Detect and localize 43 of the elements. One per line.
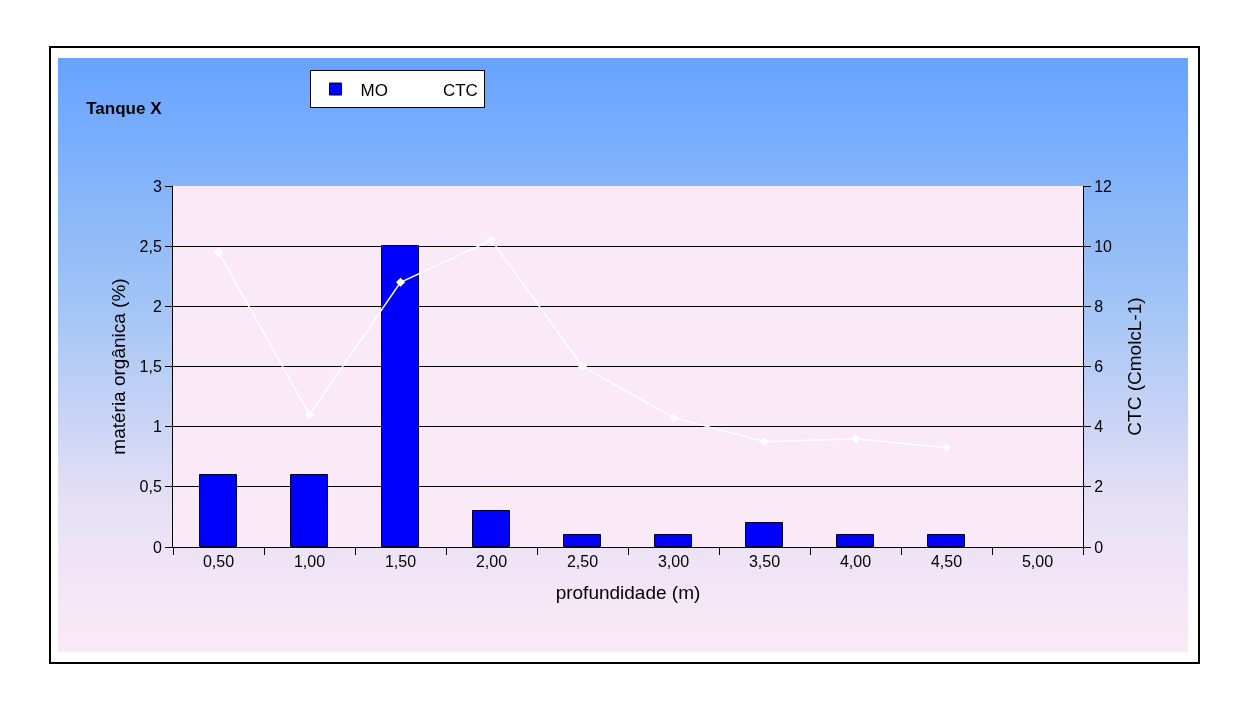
y2-tick-label: 12 bbox=[1094, 177, 1113, 195]
y-tick-label: 2 bbox=[152, 297, 162, 315]
bar bbox=[472, 510, 510, 547]
bar bbox=[290, 474, 328, 547]
x-tick-label: 2,00 bbox=[475, 553, 508, 571]
y2-axis-title: CTC (CmolcL-1) bbox=[1123, 297, 1145, 436]
x-axis-title: profundidade (m) bbox=[555, 582, 701, 603]
y2-tick-label: 6 bbox=[1094, 358, 1104, 376]
y-tick-label: 1,5 bbox=[139, 358, 162, 376]
point bbox=[395, 277, 406, 287]
y-axis-title: matéria orgânica (%) bbox=[108, 278, 129, 455]
y-tick-label: 0 bbox=[152, 538, 162, 556]
bar bbox=[563, 534, 601, 547]
x-tick-label: 4,00 bbox=[839, 553, 872, 571]
point bbox=[486, 235, 497, 245]
point bbox=[213, 247, 224, 257]
y-tick-label: 0,5 bbox=[139, 478, 162, 496]
y2-tick-label: 10 bbox=[1094, 237, 1113, 255]
x-tick-label: 3,50 bbox=[748, 553, 781, 571]
chart-title: Tanque X bbox=[86, 99, 163, 119]
x-tick-label: 1,00 bbox=[293, 553, 326, 571]
x-tick-label: 4,50 bbox=[930, 553, 963, 571]
y2-tick-label: 0 bbox=[1094, 538, 1104, 556]
bar bbox=[654, 534, 692, 547]
x-tick-label: 0,50 bbox=[202, 553, 235, 571]
legend-label: MO bbox=[360, 80, 388, 100]
y-tick-label: 1 bbox=[152, 418, 162, 436]
y-tick-label: 3 bbox=[152, 177, 162, 195]
y-tick-label: 2,5 bbox=[139, 237, 162, 255]
y2-tick-label: 4 bbox=[1094, 418, 1104, 436]
point bbox=[577, 361, 588, 372]
bar bbox=[836, 534, 874, 547]
x-tick-label: 1,50 bbox=[384, 553, 417, 571]
bar bbox=[745, 522, 783, 547]
y2-tick-label: 2 bbox=[1094, 478, 1104, 496]
x-tick-label: 3,00 bbox=[657, 553, 690, 571]
y2-tick-label: 8 bbox=[1094, 297, 1104, 315]
bar bbox=[381, 245, 419, 547]
text: CTC bbox=[442, 80, 478, 100]
bar bbox=[199, 474, 237, 547]
bar bbox=[927, 534, 965, 547]
x-tick-label: 5,00 bbox=[1021, 553, 1054, 571]
x-tick-label: 2,50 bbox=[566, 553, 599, 571]
